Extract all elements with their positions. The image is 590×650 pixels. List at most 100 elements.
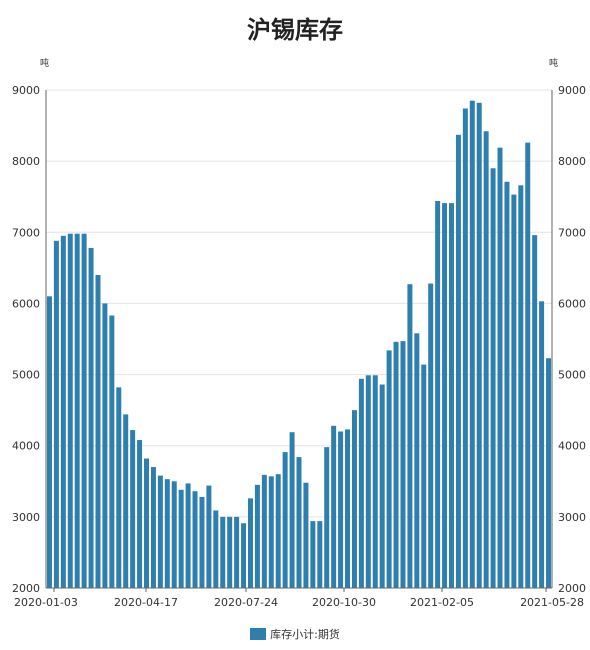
x-tick-label: 2020-07-24 — [214, 596, 278, 609]
bar — [504, 181, 510, 588]
bar — [393, 341, 399, 588]
bar — [435, 200, 441, 589]
bar — [379, 384, 385, 588]
y-tick-label-left: 9000 — [12, 84, 40, 97]
bar — [310, 521, 316, 588]
legend-label: 库存小计:期货 — [270, 628, 340, 641]
bar — [345, 429, 351, 588]
bar — [386, 350, 392, 588]
bar — [539, 301, 545, 588]
bar — [324, 447, 330, 588]
bar — [338, 431, 344, 588]
bar — [455, 134, 461, 588]
y-tick-label-left: 2000 — [12, 582, 40, 595]
bar — [178, 489, 184, 588]
bar — [407, 284, 413, 588]
bar — [144, 458, 150, 588]
bar — [546, 358, 552, 588]
bar — [157, 475, 163, 588]
y-ticks-left: 2000 3000 4000 5000 6000 7000 8000 9000 — [12, 84, 40, 595]
y-unit-right: 吨 — [549, 57, 558, 69]
bar — [213, 510, 219, 588]
bar — [185, 483, 191, 588]
bar — [88, 247, 94, 589]
bar — [490, 168, 496, 588]
chart-title: 沪锡库存 — [247, 16, 343, 44]
bar — [60, 235, 66, 589]
legend-swatch — [250, 628, 267, 640]
x-ticks: 2020-01-03 2020-04-17 2020-07-24 2020-10-30… — [14, 588, 584, 609]
bar — [511, 194, 517, 588]
legend[interactable]: 库存小计:期货 — [0, 626, 590, 642]
y-tick-label-right: 7000 — [558, 226, 586, 239]
bar — [220, 516, 226, 588]
bar — [247, 498, 253, 588]
bar — [497, 147, 503, 588]
bar — [282, 452, 288, 588]
bar — [275, 474, 281, 588]
bar — [227, 516, 233, 588]
bar — [317, 521, 323, 588]
bar — [137, 440, 143, 588]
y-tick-label-left: 7000 — [12, 226, 40, 239]
bar — [67, 233, 73, 589]
y-tick-label-left: 5000 — [12, 369, 40, 382]
y-tick-label-right: 6000 — [558, 297, 586, 310]
bar — [525, 142, 531, 588]
y-tick-label-right: 8000 — [558, 155, 586, 168]
bar — [150, 467, 156, 588]
bar — [372, 375, 378, 588]
y-ticks-right: 2000 3000 4000 5000 6000 7000 8000 9000 — [558, 84, 586, 595]
bar — [365, 375, 371, 588]
bar — [351, 410, 357, 588]
y-unit-left: 吨 — [40, 57, 49, 69]
axes — [45, 90, 553, 589]
bar — [268, 476, 274, 588]
y-tick-label-left: 8000 — [12, 155, 40, 168]
bar — [102, 303, 108, 588]
bar — [206, 485, 212, 588]
bar — [53, 240, 59, 588]
y-tick-label-left: 4000 — [12, 440, 40, 453]
y-tick-label-right: 5000 — [558, 369, 586, 382]
bar — [171, 481, 177, 588]
bar — [296, 457, 302, 588]
y-tick-label-right: 9000 — [558, 84, 586, 97]
bar — [192, 491, 198, 588]
bar — [289, 432, 295, 588]
bar — [109, 315, 115, 588]
bar — [199, 496, 205, 588]
x-tick-label: 2020-04-17 — [114, 596, 178, 609]
bar — [74, 233, 80, 589]
bar — [116, 387, 122, 588]
bar — [331, 425, 337, 588]
bar — [400, 341, 406, 588]
bar — [462, 108, 468, 589]
bar — [303, 482, 309, 588]
bar — [414, 333, 420, 588]
bar — [123, 414, 129, 588]
bar — [358, 378, 364, 588]
bar — [428, 283, 434, 588]
bar — [469, 100, 475, 589]
bar — [518, 185, 524, 588]
bar — [476, 102, 482, 588]
x-tick-label: 2020-01-03 — [14, 596, 78, 609]
y-tick-label-right: 2000 — [558, 582, 586, 595]
y-tick-label-left: 3000 — [12, 511, 40, 524]
bar — [46, 296, 52, 588]
y-tick-label-right: 4000 — [558, 440, 586, 453]
x-tick-label: 2020-10-30 — [312, 596, 376, 609]
bar — [95, 274, 101, 588]
bar — [130, 430, 136, 588]
bar — [261, 474, 267, 588]
bar — [164, 479, 170, 588]
bar — [234, 516, 240, 588]
y-tick-label-left: 6000 — [12, 297, 40, 310]
y-tick-label-right: 3000 — [558, 511, 586, 524]
bar — [483, 131, 489, 588]
bar — [448, 203, 454, 589]
bar — [254, 484, 260, 588]
x-tick-label: 2021-05-28 — [520, 596, 584, 609]
